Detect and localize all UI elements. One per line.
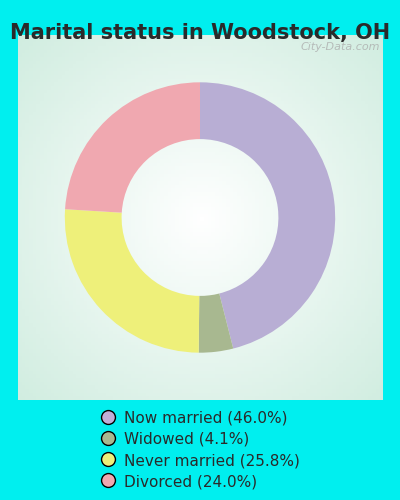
Wedge shape xyxy=(199,294,233,352)
Legend: Now married (46.0%), Widowed (4.1%), Never married (25.8%), Divorced (24.0%): Now married (46.0%), Widowed (4.1%), Nev… xyxy=(96,406,304,494)
Wedge shape xyxy=(200,82,335,348)
Wedge shape xyxy=(65,209,199,352)
Wedge shape xyxy=(65,82,200,212)
Text: City-Data.com: City-Data.com xyxy=(300,42,380,52)
Text: Marital status in Woodstock, OH: Marital status in Woodstock, OH xyxy=(10,22,390,42)
